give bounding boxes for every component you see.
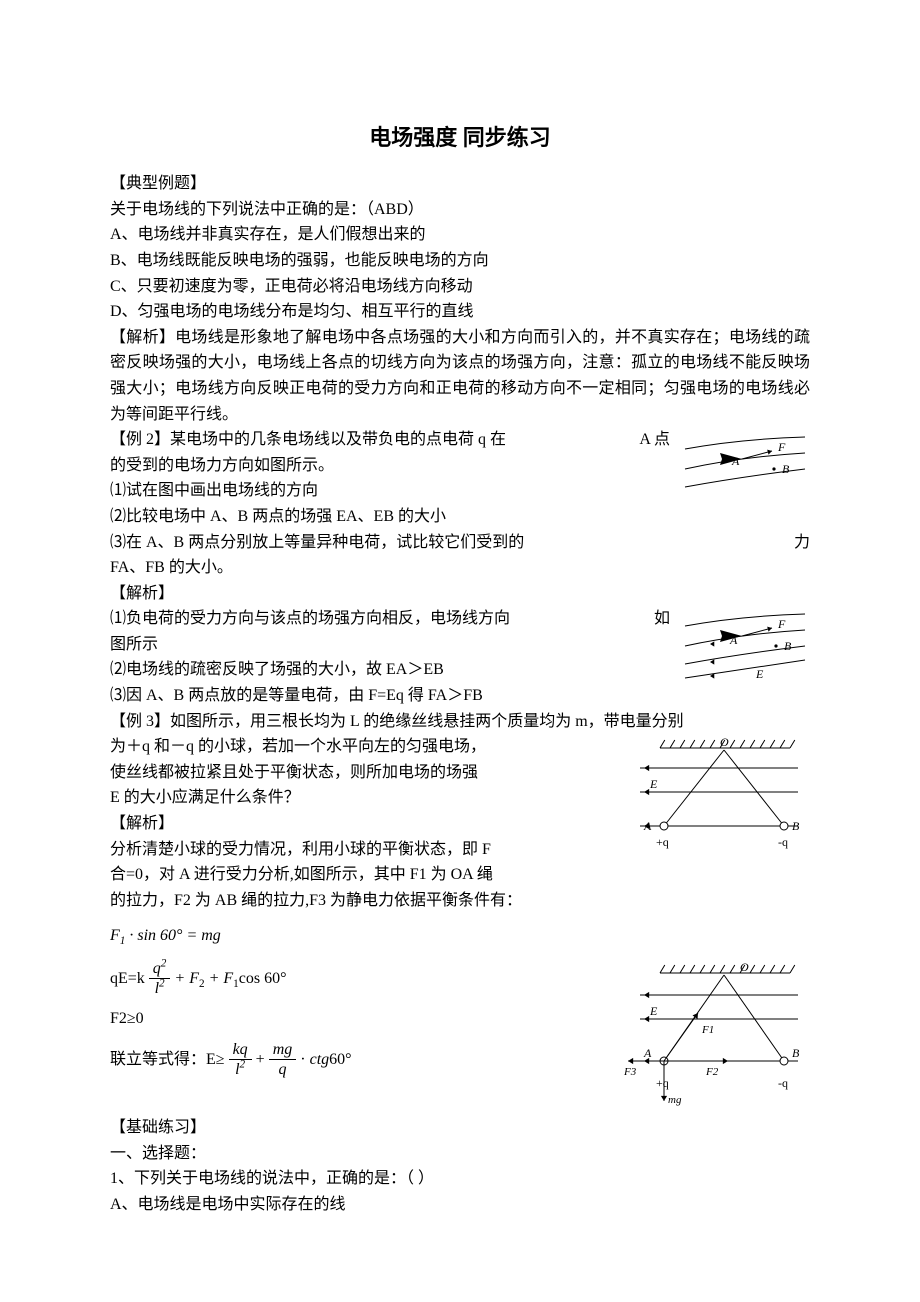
q2-sub3c: FA、FB 的大小。 [110, 555, 810, 581]
svg-text:+q: +q [656, 1076, 669, 1090]
svg-text:F1: F1 [701, 1024, 714, 1036]
q2-text-1a: 某电场中的几条电场线以及带负电的点电荷 q 在 [170, 431, 506, 448]
eq4-frac2: mg q [269, 1040, 297, 1079]
svg-text:A: A [643, 819, 652, 833]
analysis-label: 【解析】 [110, 329, 175, 346]
q2-a1a: ⑴负电荷的受力方向与该点的场强方向相反，电场线方向 [110, 610, 510, 627]
svg-text:+q: +q [656, 835, 669, 849]
svg-text:mg: mg [668, 1094, 682, 1106]
q2-sub2: ⑵比较电场中 A、B 两点的场强 EA、EB 的大小 [110, 504, 810, 530]
eq2-frac: q2 l2 [149, 959, 171, 998]
svg-text:F3: F3 [623, 1066, 637, 1078]
svg-text:A: A [729, 633, 738, 647]
q2-a1b: 如 [654, 606, 670, 632]
eq4-rest: · ctg60° [300, 1047, 351, 1073]
eq1-text: F1 · sin 60° = mg [110, 927, 221, 944]
svg-text:F: F [777, 617, 786, 631]
figure-triangle-forces: O E A B +q -q F1 F2 F3 mg [620, 961, 810, 1111]
eq4-den1: l2 [229, 1060, 252, 1079]
svg-text:E: E [649, 1004, 658, 1018]
svg-text:O: O [740, 961, 749, 974]
q3-a3: 的拉力，F2 为 AB 绳的拉力,F3 为静电力依据平衡条件有： [110, 888, 810, 914]
eq2-rest: + F2 + F1cos 60° [174, 966, 286, 992]
eq4-num1: kq [229, 1040, 252, 1060]
svg-text:O: O [720, 736, 729, 749]
q1-option-a: A、电场线并非真实存在，是人们假想出来的 [110, 222, 810, 248]
svg-text:E: E [755, 667, 764, 681]
q3-a2: 合=0，对 A 进行受力分析,如图所示，其中 F1 为 OA 绳 [110, 862, 810, 888]
q3-head: 【例 3】 [110, 713, 170, 730]
eq4-plus: + [256, 1047, 265, 1073]
q1-option-d: D、匀强电场的电场线分布是均匀、相互平行的直线 [110, 299, 810, 325]
svg-text:F2: F2 [705, 1066, 719, 1078]
eq2-prefix: qE=k [110, 966, 145, 992]
q1-option-b: B、电场线既能反映电场的强弱，也能反映电场的方向 [110, 248, 810, 274]
eq4-prefix: 联立等式得：E≥ [110, 1047, 225, 1073]
q2-sub3a: ⑶在 A、B 两点分别放上等量异种电荷，试比较它们受到的 [110, 534, 524, 551]
eq4-num2: mg [269, 1040, 297, 1060]
q2-text-1b: A 点 [639, 427, 670, 453]
equation-2: qE=k q2 l2 + F2 + F1cos 60° [110, 959, 610, 998]
p1-stem: 1、下列关于电场线的说法中，正确的是：（ ） [110, 1166, 810, 1192]
p1-option-a: A、电场线是电场中实际存在的线 [110, 1192, 810, 1218]
q3-line1: 【例 3】如图所示，用三根长均为 L 的绝缘丝线悬挂两个质量均为 m，带电量分别 [110, 709, 810, 735]
section-examples-head: 【典型例题】 [110, 171, 810, 197]
svg-text:A: A [643, 1046, 652, 1060]
svg-text:B: B [792, 1046, 800, 1060]
svg-text:B: B [792, 819, 800, 833]
figure-triangle-1: O E A B +q -q [630, 736, 810, 856]
eq4-frac1: kq l2 [229, 1040, 252, 1079]
q2-sub3: ⑶在 A、B 两点分别放上等量异种电荷，试比较它们受到的 力 [110, 530, 810, 556]
figure-field-lines-1: F A B [680, 429, 810, 499]
svg-text:F: F [777, 440, 786, 454]
section-practice-head: 【基础练习】 [110, 1115, 810, 1141]
eq2-den: l2 [149, 979, 171, 998]
svg-text:B: B [784, 639, 792, 653]
svg-text:B: B [782, 462, 790, 476]
q1-option-c: C、只要初速度为零，正电荷必将沿电场线方向移动 [110, 274, 810, 300]
eq4-den2: q [269, 1060, 297, 1079]
svg-text:A: A [731, 454, 740, 468]
q1-stem: 关于电场线的下列说法中正确的是：（ABD） [110, 197, 810, 223]
figure-field-lines-2: F A B E [680, 608, 810, 688]
q2-sub3b: 力 [794, 530, 810, 556]
q1-analysis-text: 电场线是形象地了解电场中各点场强的大小和方向而引入的，并不真实存在；电场线的疏密… [110, 329, 810, 423]
q3-body: 如图所示，用三根长均为 L 的绝缘丝线悬挂两个质量均为 m，带电量分别 [170, 713, 684, 730]
svg-text:-q: -q [778, 1076, 788, 1090]
page-title: 电场强度 同步练习 [110, 120, 810, 155]
svg-text:-q: -q [778, 835, 788, 849]
q1-analysis: 【解析】电场线是形象地了解电场中各点场强的大小和方向而引入的，并不真实存在；电场… [110, 325, 810, 427]
q2-head: 【例 2】 [110, 431, 170, 448]
svg-text:E: E [649, 777, 658, 791]
q2-analysis-label: 【解析】 [110, 581, 810, 607]
eq2-num: q2 [149, 959, 171, 979]
equation-4: 联立等式得：E≥ kq l2 + mg q · ctg60° [110, 1040, 610, 1079]
equation-1: F1 · sin 60° = mg [110, 923, 810, 949]
section-practice-sub: 一、选择题： [110, 1141, 810, 1167]
